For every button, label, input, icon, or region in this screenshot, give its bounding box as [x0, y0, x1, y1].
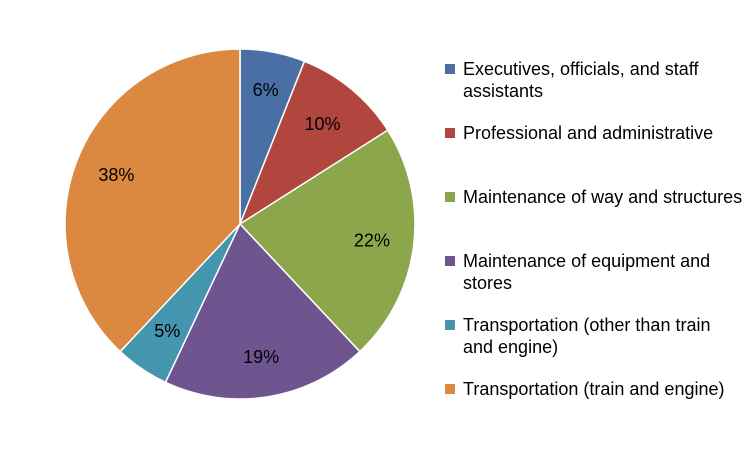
legend-label: Maintenance of equipment and stores: [463, 251, 711, 293]
legend-item: Maintenance of equipment and stores: [445, 250, 745, 314]
pie-slice: [238, 60, 389, 226]
legend-swatch: [445, 384, 455, 394]
legend-label: Maintenance of way and structures: [463, 187, 743, 207]
legend-swatch: [445, 320, 455, 330]
slice-value-label: 6%: [253, 80, 279, 100]
pie-slice: [238, 129, 416, 353]
pie-chart: 6% 10% 22% 19% 5% 38%: [64, 48, 416, 400]
legend-label: Professional and administrative: [463, 123, 714, 143]
legend-swatch: [445, 64, 455, 74]
pie-slice: [64, 48, 241, 353]
legend-item: Professional and administrative: [445, 122, 745, 186]
legend-label: Transportation (other than train and eng…: [463, 315, 711, 357]
legend-item: Transportation (train and engine): [445, 378, 745, 442]
pie-slice: [164, 222, 361, 400]
legend-swatch: [445, 256, 455, 266]
legend-swatch: [445, 128, 455, 138]
legend-item: Executives, officials, and staff assista…: [445, 58, 745, 122]
slice-value-label: 5%: [154, 321, 180, 341]
legend-item: Transportation (other than train and eng…: [445, 314, 745, 378]
legend-label: Transportation (train and engine): [463, 379, 725, 399]
legend-label: Executives, officials, and staff assista…: [463, 59, 699, 101]
slice-value-label: 10%: [305, 114, 341, 134]
slice-value-label: 19%: [243, 347, 279, 367]
chart-legend: Executives, officials, and staff assista…: [445, 58, 745, 442]
slice-value-label: 22%: [354, 231, 390, 251]
legend-item: Maintenance of way and structures: [445, 186, 745, 250]
slice-value-label: 38%: [98, 165, 134, 185]
legend-swatch: [445, 192, 455, 202]
